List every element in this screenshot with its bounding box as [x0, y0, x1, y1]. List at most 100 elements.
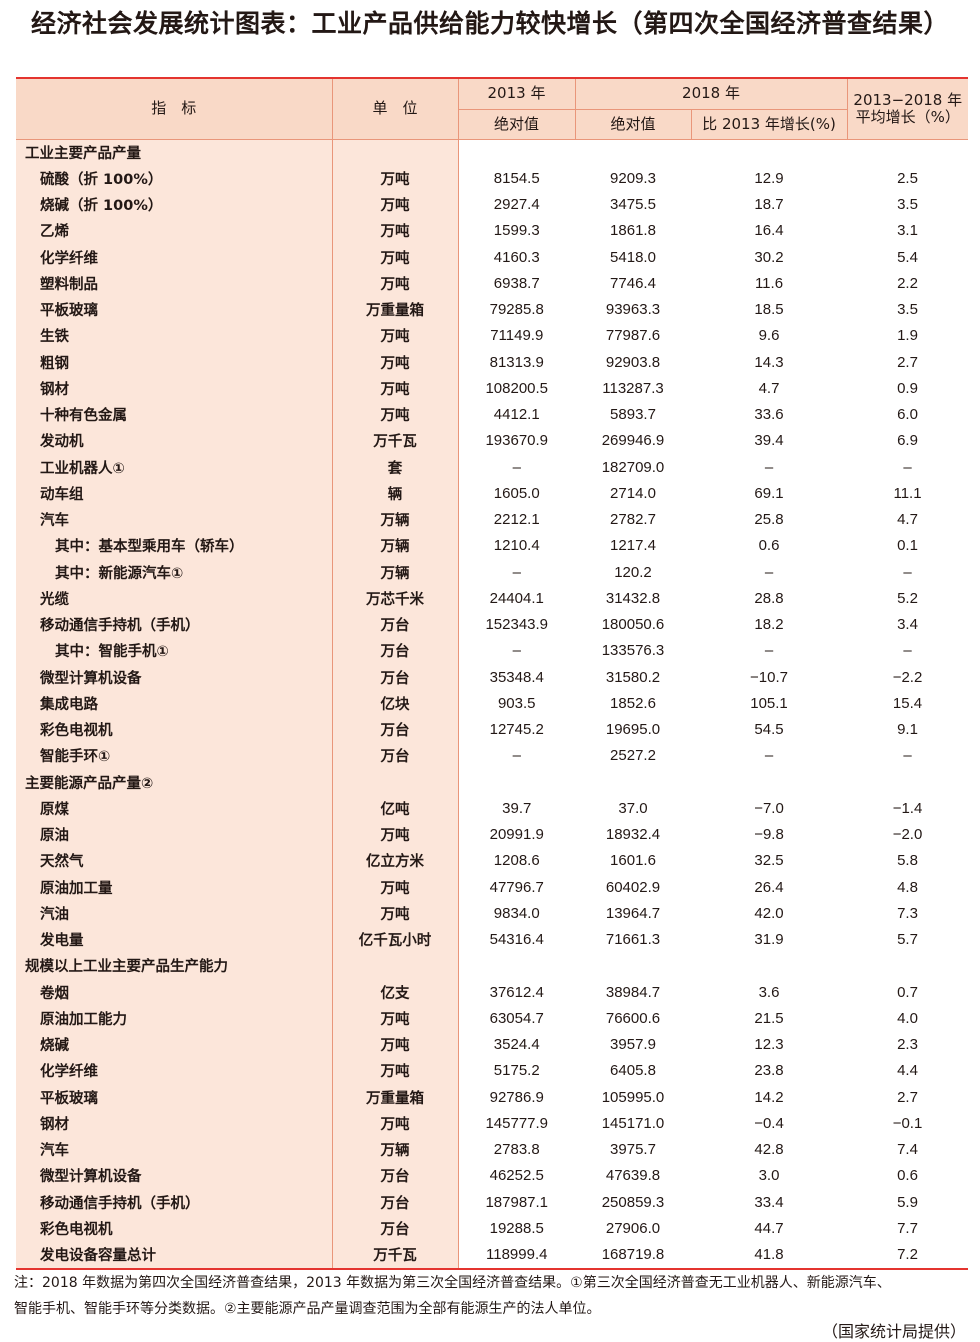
cell-a: 35348.4	[489, 668, 544, 686]
cell-name: 主要能源产品产量②	[16, 769, 333, 796]
cell-d	[847, 953, 968, 979]
cell-b: 76600.6	[605, 1009, 661, 1027]
cell-unit: 万吨	[332, 217, 459, 244]
cell-unit	[332, 952, 459, 979]
cell-c	[691, 953, 847, 979]
cell-c: –	[764, 458, 774, 476]
table-row: 钢材 万吨 145777.9 145171.0 −0.4 −0.1	[16, 1110, 968, 1137]
cell-c: 39.4	[754, 432, 784, 450]
cell-d: 4.4	[897, 1062, 918, 1080]
cell-name: 天然气	[16, 847, 333, 874]
table-row: 塑料制品 万吨 6938.7 7746.4 11.6 2.2	[16, 270, 968, 297]
cell-b	[575, 139, 691, 165]
page-title: 经济社会发展统计图表：工业产品供给能力较快增长（第四次全国经济普查结果）	[30, 9, 949, 38]
cell-b: 105995.0	[601, 1088, 665, 1106]
cell-unit: 万吨	[332, 191, 459, 218]
table-row: 卷烟 亿支 37612.4 38984.7 3.6 0.7	[16, 979, 968, 1006]
cell-unit: 万台	[332, 664, 459, 691]
table-row: 硫酸（折 100%） 万吨 8154.5 9209.3 12.9 2.5	[16, 165, 968, 192]
cell-b: 250859.3	[601, 1193, 665, 1211]
note-line-2: 智能手机、智能手环等分类数据。②主要能源产品产量调查范围为全部有能源生产的法人单…	[14, 1301, 601, 1317]
cell-d: 7.2	[897, 1246, 918, 1264]
cell-c: 25.8	[754, 511, 784, 529]
cell-a: 118999.4	[486, 1246, 548, 1264]
cell-c: 3.6	[758, 983, 780, 1001]
cell-name: 钢材	[16, 1110, 333, 1137]
cell-name: 原油加工能力	[16, 1005, 333, 1032]
cell-name: 烧碱（折 100%）	[16, 191, 333, 218]
cell-a: 12745.2	[489, 721, 544, 739]
table-row: 汽车 万辆 2212.1 2782.7 25.8 4.7	[16, 506, 968, 533]
cell-name: 发电设备容量总计	[16, 1241, 333, 1268]
table-row: 其中：新能源汽车① 万辆 – 120.2 – –	[16, 559, 968, 586]
cell-b: 31580.2	[605, 668, 661, 686]
cell-c: 33.6	[754, 406, 784, 424]
table-row: 微型计算机设备 万台 35348.4 31580.2 −10.7 −2.2	[16, 664, 968, 691]
cell-name: 其中：基本型乘用车（轿车）	[16, 532, 333, 559]
cell-a: 9834.0	[493, 904, 540, 922]
cell-b: 2714.0	[610, 484, 656, 502]
cell-name: 塑料制品	[16, 270, 333, 297]
cell-b	[575, 769, 691, 795]
cell-a: 1605.0	[493, 484, 540, 502]
cell-a: 46252.5	[489, 1167, 544, 1185]
cell-d: 5.9	[897, 1193, 918, 1211]
section-row: 主要能源产品产量②	[16, 769, 968, 796]
cell-unit: 万吨	[332, 1110, 459, 1137]
cell-a: 2212.1	[493, 511, 540, 529]
cell-b: 1852.6	[610, 694, 656, 712]
cell-c: 14.3	[754, 353, 784, 371]
cell-a: 19288.5	[489, 1219, 544, 1237]
cell-name: 发动机	[16, 427, 333, 454]
cell-name: 其中：智能手机①	[16, 637, 333, 664]
table-row: 烧碱（折 100%） 万吨 2927.4 3475.5 18.7 3.5	[16, 191, 968, 218]
cell-name: 移动通信手持机（手机）	[16, 611, 333, 638]
cell-b: 18932.4	[605, 826, 661, 844]
cell-b: 1601.6	[610, 852, 656, 870]
cell-d: 2.5	[897, 169, 918, 187]
table-row: 生铁 万吨 71149.9 77987.6 9.6 1.9	[16, 322, 968, 349]
cell-c: 18.7	[754, 196, 784, 214]
header-indicator: 指 标	[16, 79, 333, 140]
cell-d: –	[903, 563, 912, 581]
cell-a: 8154.5	[493, 169, 540, 187]
cell-c: 42.0	[754, 904, 784, 922]
cell-d: 4.7	[897, 511, 918, 529]
table-row: 平板玻璃 万重量箱 79285.8 93963.3 18.5 3.5	[16, 296, 968, 323]
cell-unit: 万吨	[332, 349, 459, 376]
cell-d: 15.4	[892, 694, 923, 712]
cell-c: –	[764, 747, 774, 765]
cell-d: 4.8	[897, 878, 918, 896]
cell-a: 903.5	[497, 694, 536, 712]
cell-d: 5.4	[897, 248, 918, 266]
cell-a: –	[512, 642, 521, 660]
cell-name: 集成电路	[16, 690, 333, 717]
cell-unit: 万台	[332, 1189, 459, 1216]
cell-a: –	[512, 563, 521, 581]
cell-unit: 万重量箱	[332, 1084, 459, 1111]
cell-unit: 万重量箱	[332, 296, 459, 323]
cell-c: 105.1	[750, 694, 788, 712]
cell-name: 彩色电视机	[16, 716, 333, 743]
table-row: 彩色电视机 万台 19288.5 27906.0 44.7 7.7	[16, 1215, 968, 1242]
cell-unit: 万台	[332, 1215, 459, 1242]
cell-c: 69.1	[754, 484, 784, 502]
cell-b: 3957.9	[610, 1036, 656, 1054]
cell-c: −10.7	[750, 668, 788, 686]
cell-c: 18.2	[754, 616, 784, 634]
cell-d: 11.1	[893, 484, 922, 502]
cell-b: 13964.7	[605, 904, 661, 922]
cell-b: 5893.7	[610, 406, 656, 424]
cell-unit: 万吨	[332, 165, 459, 192]
cell-unit	[332, 769, 459, 796]
cell-c: −9.8	[754, 826, 784, 844]
table-row: 彩色电视机 万台 12745.2 19695.0 54.5 9.1	[16, 716, 968, 743]
cell-c: 42.8	[754, 1141, 784, 1159]
cell-name: 平板玻璃	[16, 296, 333, 323]
cell-c: 31.9	[754, 931, 784, 949]
cell-d: 1.9	[897, 327, 918, 345]
cell-b: 38984.7	[605, 983, 661, 1001]
cell-name: 规模以上工业主要产品生产能力	[16, 952, 333, 979]
cell-name: 卷烟	[16, 979, 333, 1006]
table-row: 发电量 亿千瓦小时 54316.4 71661.3 31.9 5.7	[16, 926, 968, 953]
